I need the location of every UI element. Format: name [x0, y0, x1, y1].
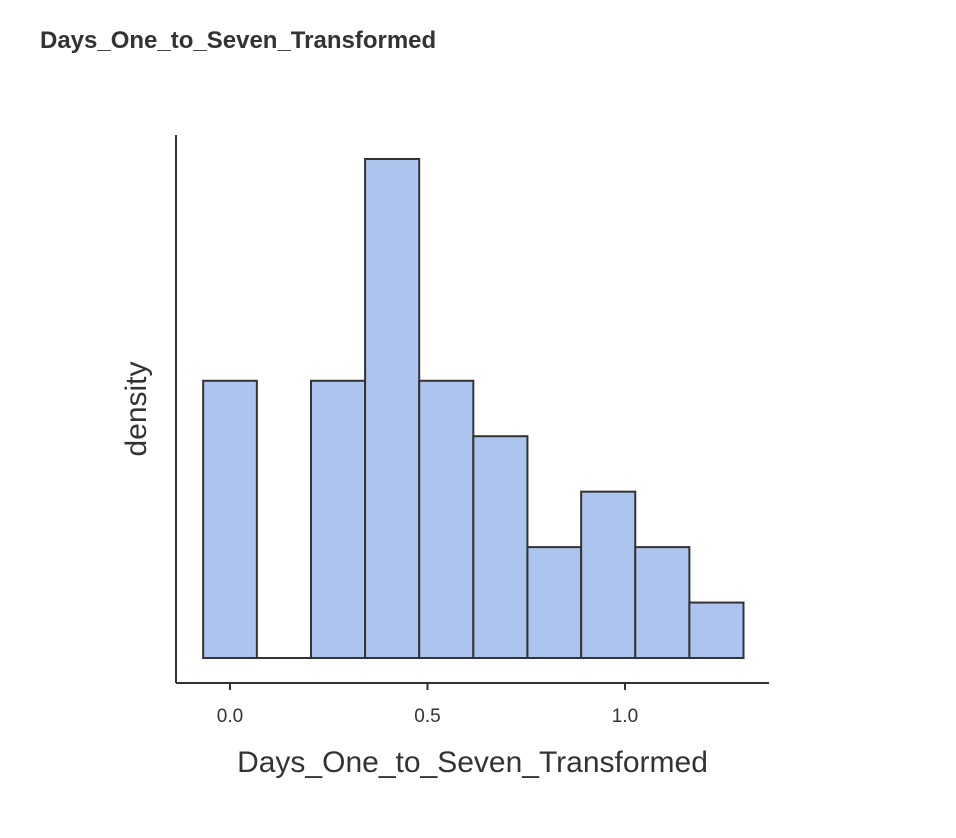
x-axis-title: Days_One_to_Seven_Transformed	[237, 746, 708, 779]
histogram-bar-3	[364, 158, 421, 659]
y-axis-title: density	[120, 361, 153, 456]
histogram-bar-4	[418, 379, 475, 659]
x-tick-label-1: 0.5	[414, 706, 440, 727]
x-ticks-layer: 0.0 0.5 1.0	[217, 683, 638, 727]
histogram-bar-8	[634, 546, 691, 659]
x-tick-label-0: 0.0	[217, 706, 243, 727]
histogram-bar-9	[688, 601, 745, 659]
histogram-bar-6	[526, 546, 583, 659]
histogram-bar-5	[472, 435, 529, 659]
histogram-bar-2	[309, 379, 367, 659]
histogram-bar-0	[202, 379, 258, 659]
histogram-bar-7	[580, 490, 637, 659]
x-tick-label-2: 1.0	[612, 706, 638, 727]
bars-layer	[202, 158, 745, 659]
page-title: Days_One_to_Seven_Transformed	[40, 27, 437, 54]
